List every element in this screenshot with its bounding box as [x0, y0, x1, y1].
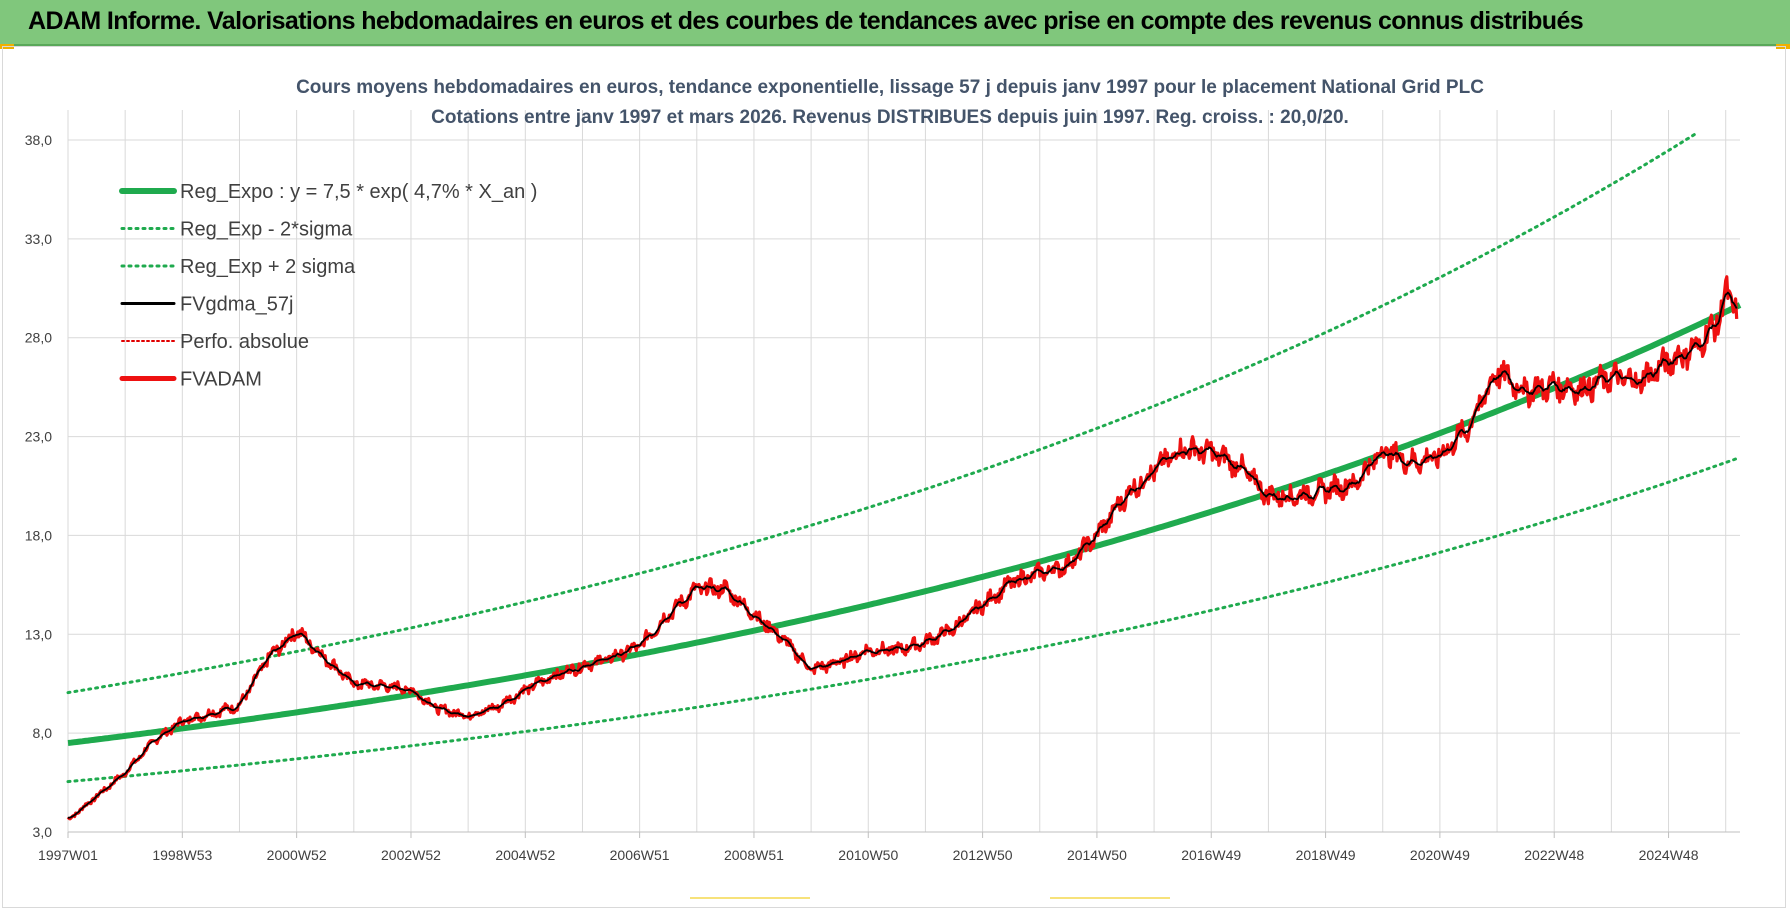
grid-horizontal — [68, 139, 1740, 833]
legend-label: Reg_Expo : y = 7,5 * exp( 4,7% * X_an ) — [180, 181, 537, 203]
decorative-underline — [690, 897, 810, 899]
y-tick-label: 23,0 — [25, 429, 52, 445]
x-tick-label: 2006W51 — [610, 847, 670, 863]
chart-title-line2: Cotations entre janv 1997 et mars 2026. … — [431, 107, 1349, 128]
x-tick-label: 2004W52 — [495, 847, 555, 863]
y-tick-label: 3,0 — [33, 824, 53, 840]
legend-label: FVADAM — [180, 369, 262, 391]
x-tick-label: 2012W50 — [953, 847, 1013, 863]
report-title: ADAM Informe. Valorisations hebdomadaire… — [28, 7, 1584, 35]
series-reg-exp-minus-2sigma — [66, 455, 1742, 784]
legend-label: FVgdma_57j — [180, 294, 293, 316]
legend: Reg_Expo : y = 7,5 * exp( 4,7% * X_an ) R… — [119, 181, 537, 391]
series-fvgdma-57j — [67, 291, 1738, 819]
x-tick-label: 2016W49 — [1181, 847, 1241, 863]
grid-vertical — [67, 110, 1727, 832]
series-fvadam — [66, 275, 1739, 821]
y-tick-label: 38,0 — [25, 132, 52, 148]
legend-label: Perfo. absolue — [180, 331, 309, 353]
plot-area — [66, 133, 1742, 821]
y-tick-label: 33,0 — [25, 231, 52, 247]
x-tick-label: 2020W49 — [1410, 847, 1470, 863]
x-tick-label: 2022W48 — [1524, 847, 1584, 863]
series-reg-exp-plus-2sigma — [66, 133, 1696, 695]
y-tick-label: 28,0 — [25, 330, 52, 346]
y-tick-label: 18,0 — [25, 527, 52, 543]
header-banner: ADAM Informe. Valorisations hebdomadaire… — [0, 0, 1790, 46]
series-reg-expo — [67, 302, 1742, 746]
x-tick-label: 2018W49 — [1296, 847, 1356, 863]
x-tick-label: 2008W51 — [724, 847, 784, 863]
x-tick-label: 2024W48 — [1639, 847, 1699, 863]
legend-label: Reg_Exp - 2*sigma — [180, 219, 353, 241]
x-tick-labels: 1997W01 1998W53 2000W52 2002W52 2004W52 2006W… — [38, 847, 1699, 863]
chart-title-line1: Cours moyens hebdomadaires en euros, ten… — [296, 77, 1484, 98]
y-tick-label: 8,0 — [33, 725, 53, 741]
x-tick-label: 2002W52 — [381, 847, 441, 863]
x-tick-label: 1998W53 — [152, 847, 212, 863]
y-tick-label: 13,0 — [25, 626, 52, 642]
decorative-underline — [1050, 897, 1170, 899]
axes — [67, 831, 1740, 838]
x-tick-label: 2000W52 — [267, 847, 327, 863]
legend-label: Reg_Exp + 2 sigma — [180, 256, 356, 278]
chart-frame — [2, 46, 1786, 908]
x-tick-label: 1997W01 — [38, 847, 98, 863]
x-tick-label: 2014W50 — [1067, 847, 1127, 863]
y-tick-labels: 3,0 8,0 13,0 18,0 23,0 28,0 33,0 38,0 — [25, 132, 52, 840]
x-tick-label: 2010W50 — [838, 847, 898, 863]
